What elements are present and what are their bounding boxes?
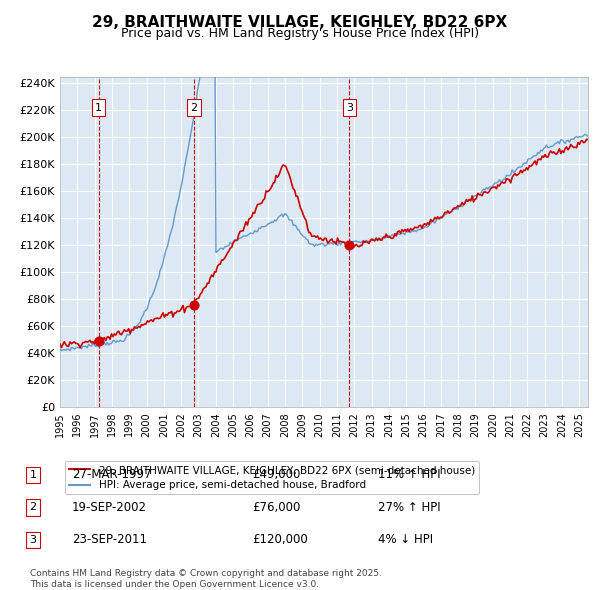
Point — [189, 300, 199, 309]
Text: 1: 1 — [29, 470, 37, 480]
Text: 3: 3 — [346, 103, 353, 113]
Text: 19-SEP-2002: 19-SEP-2002 — [72, 501, 147, 514]
Text: 2: 2 — [190, 103, 197, 113]
Text: 2: 2 — [29, 503, 37, 512]
Text: 27% ↑ HPI: 27% ↑ HPI — [378, 501, 440, 514]
Text: Price paid vs. HM Land Registry's House Price Index (HPI): Price paid vs. HM Land Registry's House … — [121, 27, 479, 40]
Text: 29, BRAITHWAITE VILLAGE, KEIGHLEY, BD22 6PX: 29, BRAITHWAITE VILLAGE, KEIGHLEY, BD22 … — [92, 15, 508, 30]
Point — [94, 336, 103, 346]
Text: 1: 1 — [95, 103, 102, 113]
Text: 4% ↓ HPI: 4% ↓ HPI — [378, 533, 433, 546]
Text: Contains HM Land Registry data © Crown copyright and database right 2025.
This d: Contains HM Land Registry data © Crown c… — [30, 569, 382, 589]
Point — [344, 241, 354, 250]
Text: £120,000: £120,000 — [252, 533, 308, 546]
Text: 11% ↑ HPI: 11% ↑ HPI — [378, 468, 440, 481]
Text: £49,000: £49,000 — [252, 468, 301, 481]
Text: 23-SEP-2011: 23-SEP-2011 — [72, 533, 147, 546]
Text: £76,000: £76,000 — [252, 501, 301, 514]
Text: 27-MAR-1997: 27-MAR-1997 — [72, 468, 151, 481]
Legend: 29, BRAITHWAITE VILLAGE, KEIGHLEY, BD22 6PX (semi-detached house), HPI: Average : 29, BRAITHWAITE VILLAGE, KEIGHLEY, BD22 … — [65, 461, 479, 494]
Text: 3: 3 — [29, 535, 37, 545]
